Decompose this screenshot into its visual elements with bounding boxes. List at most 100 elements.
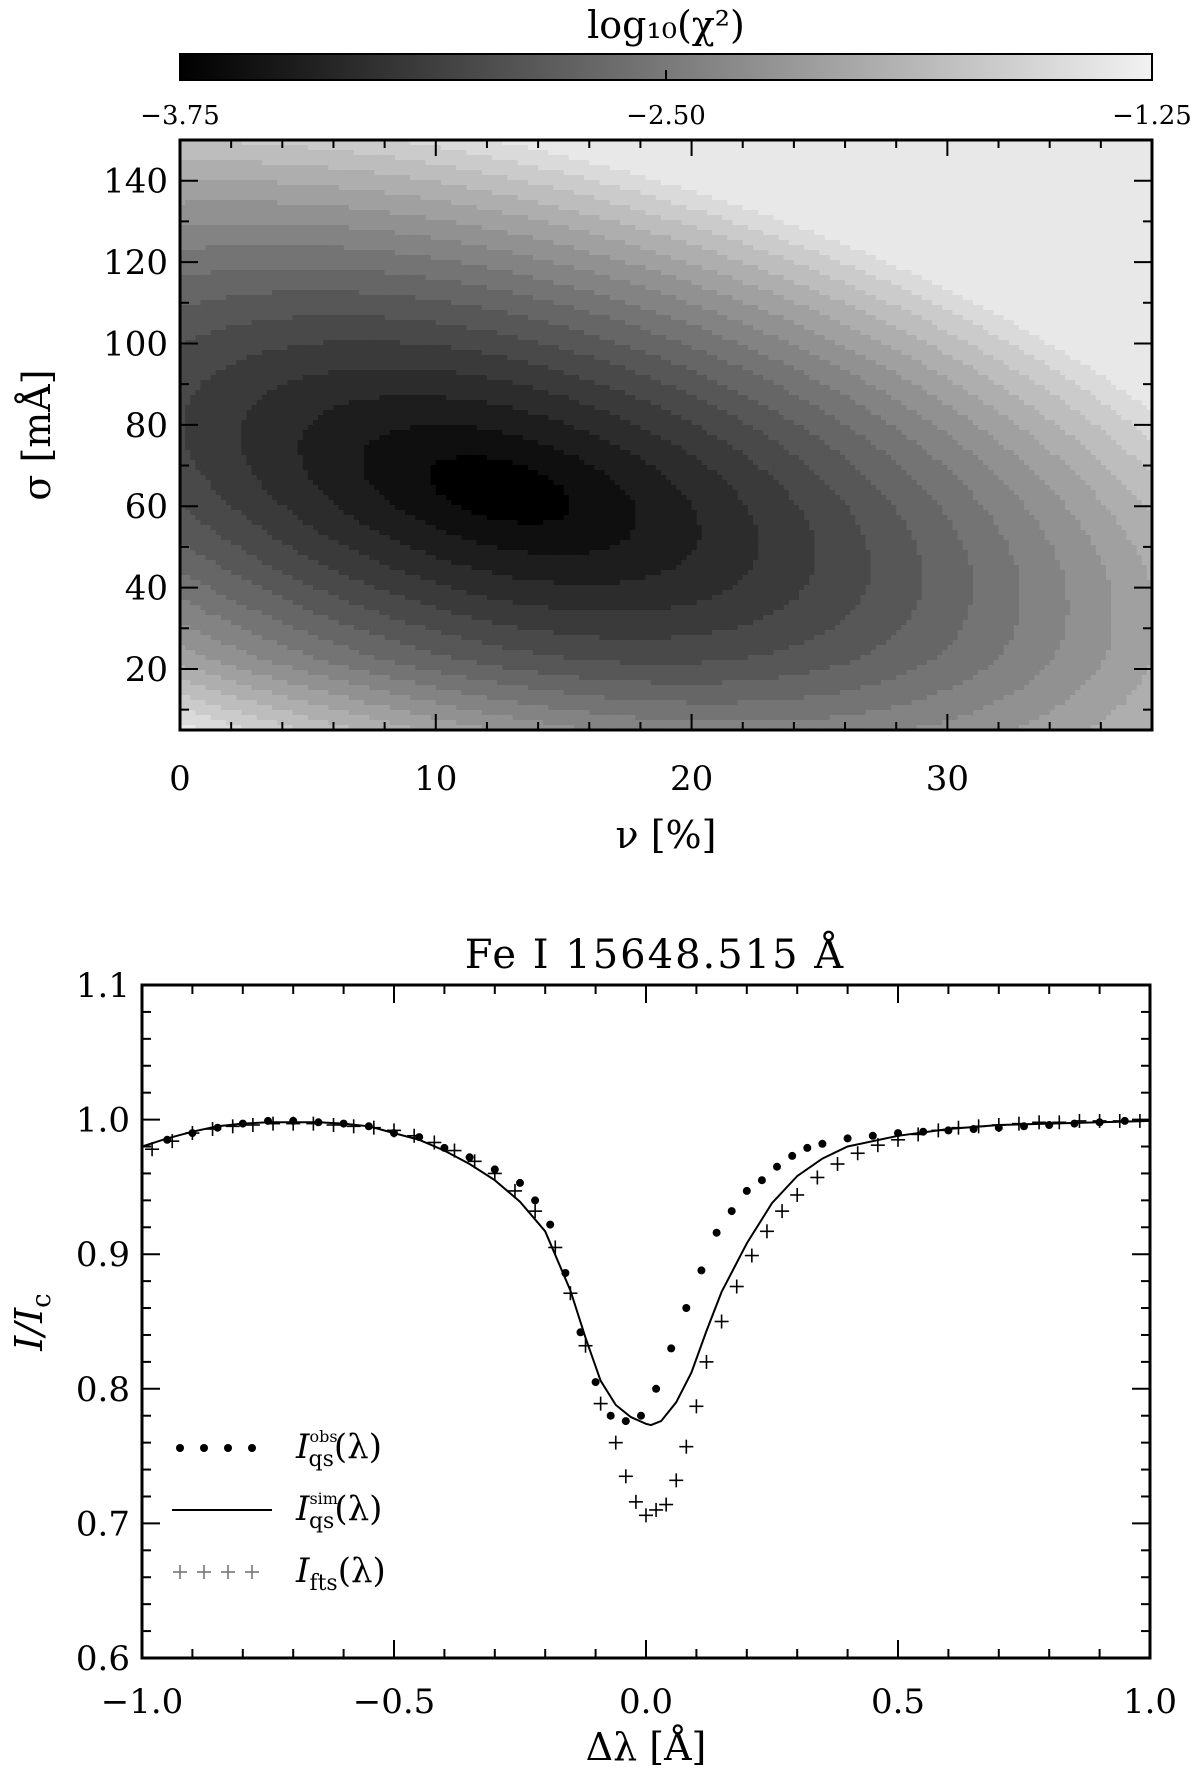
- contour-cell: [308, 680, 314, 686]
- contour-cell: [200, 390, 206, 396]
- contour-cell: [247, 485, 253, 491]
- contour-cell: [308, 375, 314, 381]
- contour-cell: [318, 515, 324, 521]
- contour-cell: [211, 625, 217, 631]
- contour-cell: [390, 460, 396, 466]
- contour-cell: [247, 630, 253, 636]
- contour-cell: [216, 655, 222, 661]
- contour-cell: [298, 455, 304, 461]
- contour-cell: [374, 535, 380, 541]
- contour-cell: [323, 185, 329, 191]
- contour-cell: [364, 270, 370, 276]
- contour-cell: [293, 315, 299, 321]
- contour-cell: [185, 715, 191, 721]
- contour-cell: [328, 455, 334, 461]
- contour-cell: [293, 275, 299, 281]
- contour-cell: [313, 615, 319, 621]
- contour-cell: [308, 670, 314, 676]
- contour-cell: [236, 450, 242, 456]
- contour-cell: [333, 715, 339, 721]
- contour-cell: [257, 700, 263, 706]
- contour-cell: [287, 215, 293, 221]
- contour-cell: [374, 675, 380, 681]
- contour-cell: [298, 370, 304, 376]
- contour-cell: [287, 315, 293, 321]
- contour-cell: [236, 145, 242, 151]
- contour-cell: [231, 355, 237, 361]
- contour-cell: [287, 705, 293, 711]
- contour-cell: [257, 415, 263, 421]
- contour-cell: [369, 180, 375, 186]
- contour-cell: [252, 275, 258, 281]
- contour-cell: [333, 340, 339, 346]
- contour-cell: [359, 200, 365, 206]
- contour-cell: [272, 395, 278, 401]
- contour-cell: [282, 390, 288, 396]
- contour-cell: [262, 515, 268, 521]
- contour-cell: [308, 380, 314, 386]
- contour-cell: [303, 345, 309, 351]
- contour-cell: [303, 325, 309, 331]
- contour-cell: [323, 365, 329, 371]
- contour-cell: [211, 720, 217, 726]
- contour-cell: [374, 275, 380, 281]
- contour-cell: [216, 715, 222, 721]
- contour-cell: [323, 165, 329, 171]
- contour-cell: [267, 715, 273, 721]
- contour-cell: [262, 385, 268, 391]
- contour-cell: [190, 195, 196, 201]
- contour-cell: [344, 260, 350, 266]
- contour-cell: [349, 610, 355, 616]
- contour-cell: [369, 420, 375, 426]
- contour-cell: [206, 645, 212, 651]
- contour-cell: [282, 165, 288, 171]
- contour-cell: [354, 405, 360, 411]
- contour-cell: [354, 230, 360, 236]
- contour-cell: [374, 510, 380, 516]
- contour-cell: [380, 260, 386, 266]
- contour-cell: [374, 655, 380, 661]
- contour-cell: [282, 540, 288, 546]
- contour-cell: [308, 360, 314, 366]
- contour-cell: [200, 260, 206, 266]
- contour-cell: [216, 690, 222, 696]
- contour-cell: [195, 610, 201, 616]
- contour-cell: [272, 470, 278, 476]
- contour-cell: [252, 600, 258, 606]
- contour-cell: [272, 475, 278, 481]
- contour-cell: [385, 445, 391, 451]
- contour-cell: [318, 680, 324, 686]
- contour-cell: [241, 400, 247, 406]
- contour-cell: [390, 705, 396, 711]
- contour-cell: [236, 415, 242, 421]
- contour-cell: [231, 180, 237, 186]
- contour-cell: [206, 575, 212, 581]
- contour-cell: [216, 365, 222, 371]
- contour-cell: [206, 435, 212, 441]
- contour-cell: [231, 445, 237, 451]
- contour-cell: [313, 165, 319, 171]
- contour-cell: [190, 255, 196, 261]
- contour-cell: [272, 315, 278, 321]
- contour-cell: [303, 295, 309, 301]
- contour-cell: [318, 660, 324, 666]
- contour-cell: [282, 235, 288, 241]
- contour-cell: [221, 505, 227, 511]
- contour-cell: [323, 415, 329, 421]
- contour-cell: [272, 215, 278, 221]
- contour-cell: [369, 625, 375, 631]
- contour-cell: [369, 365, 375, 371]
- contour-cell: [344, 300, 350, 306]
- contour-cell: [287, 415, 293, 421]
- contour-cell: [247, 255, 253, 261]
- contour-cell: [272, 305, 278, 311]
- contour-cell: [195, 475, 201, 481]
- contour-cell: [328, 690, 334, 696]
- contour-cell: [247, 175, 253, 181]
- contour-cell: [318, 190, 324, 196]
- contour-cell: [257, 305, 263, 311]
- contour-cell: [380, 590, 386, 596]
- contour-cell: [257, 345, 263, 351]
- contour-cell: [364, 645, 370, 651]
- contour-cell: [236, 460, 242, 466]
